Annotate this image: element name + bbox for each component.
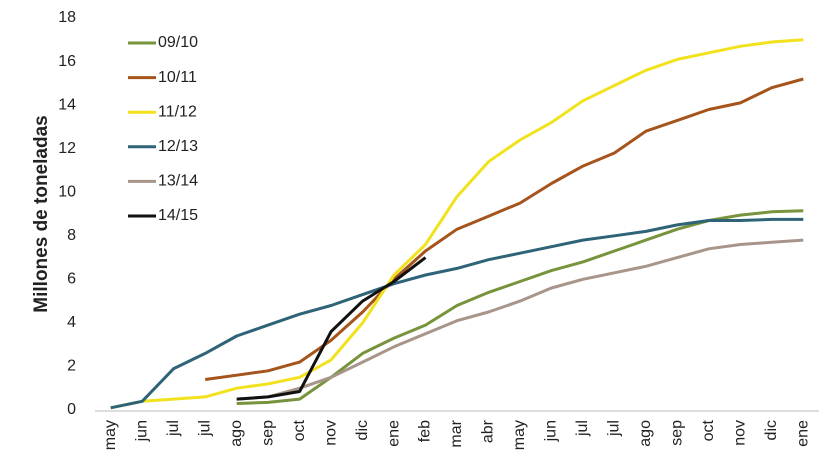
y-tick-label: 8 <box>67 227 76 244</box>
legend-label: 10/11 <box>158 69 197 86</box>
x-tick-label: jun <box>543 420 560 442</box>
y-tick-label: 18 <box>58 9 76 26</box>
x-tick-label: dic <box>763 420 780 440</box>
x-tick-label: oct <box>700 419 717 441</box>
legend-label: 09/10 <box>158 34 198 51</box>
x-tick-label: jul <box>606 420 623 437</box>
x-tick-label: ene <box>794 420 811 447</box>
x-tick-label: sep <box>259 420 276 446</box>
legend-label: 12/13 <box>158 138 198 155</box>
x-tick-label: sep <box>669 420 686 446</box>
x-tick-label: abr <box>480 419 497 443</box>
x-tick-label: jul <box>165 420 182 437</box>
x-tick-label: feb <box>417 420 434 442</box>
x-tick-label: mar <box>448 419 465 447</box>
series-line <box>236 238 804 401</box>
y-tick-label: 4 <box>67 314 76 331</box>
x-tick-label: jul <box>574 420 591 437</box>
x-tick-label: may <box>102 420 119 450</box>
series-line <box>236 256 427 401</box>
x-tick-label: jul <box>196 420 213 437</box>
x-tick-label: may <box>511 420 528 450</box>
x-tick-label: dic <box>354 420 371 440</box>
y-tick-label: 16 <box>58 53 76 70</box>
x-tick-label: ago <box>637 420 654 447</box>
series-line <box>110 217 804 410</box>
y-tick-label: 12 <box>58 140 76 157</box>
x-tick-label: nov <box>322 420 339 446</box>
y-tick-label: 6 <box>67 271 76 288</box>
x-tick-label: nov <box>732 420 749 446</box>
legend-label: 13/14 <box>158 173 198 190</box>
y-tick-label: 10 <box>58 183 76 200</box>
x-tick-label: ene <box>385 420 402 447</box>
y-tick-label: 14 <box>58 96 76 113</box>
series-line <box>110 38 804 410</box>
legend-label: 14/15 <box>158 207 198 224</box>
x-tick-label: ago <box>228 420 245 447</box>
y-tick-label: 0 <box>67 401 76 418</box>
legend-label: 11/12 <box>158 103 197 120</box>
y-axis-title: Millones de toneladas <box>31 115 52 312</box>
x-tick-label: jun <box>133 420 150 442</box>
x-tick-label: oct <box>291 419 308 441</box>
y-tick-label: 2 <box>67 358 76 375</box>
series-line <box>204 77 804 381</box>
